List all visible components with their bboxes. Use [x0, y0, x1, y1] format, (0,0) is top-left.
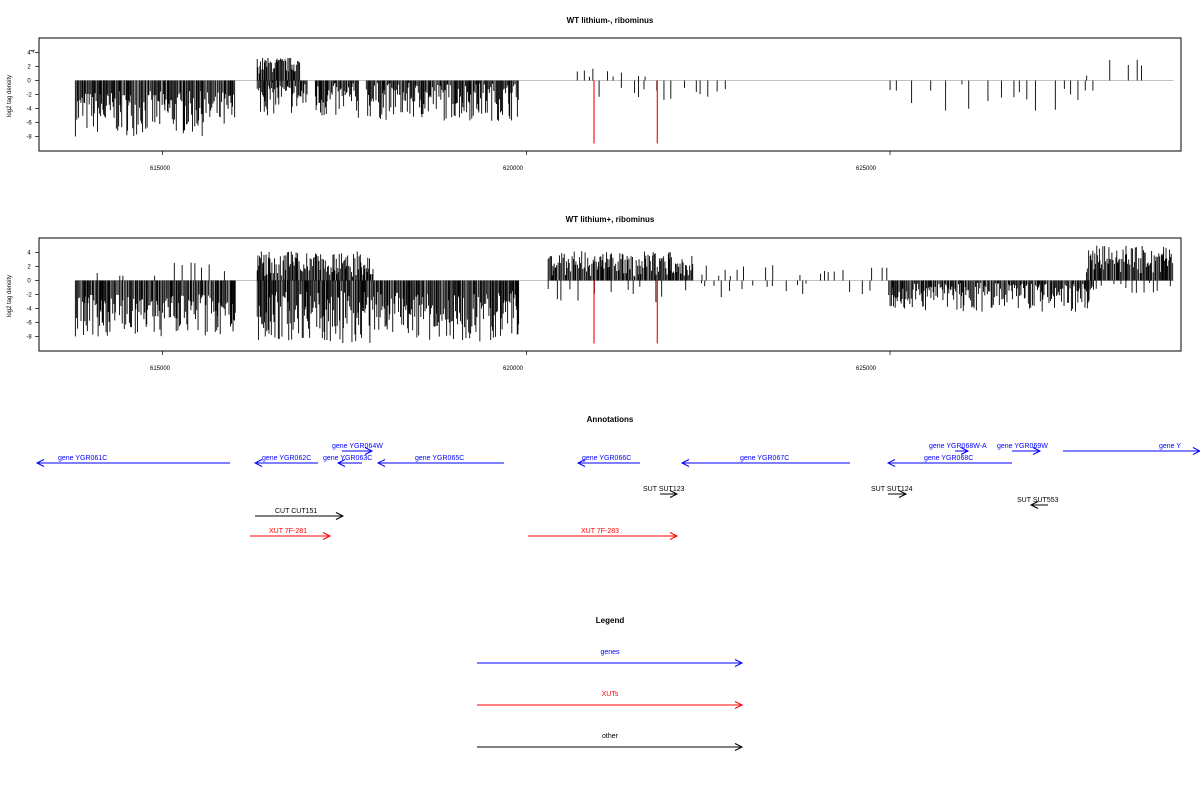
arrowhead-icon [886, 459, 896, 467]
annotation-feature: gene YGR068W-A [929, 443, 987, 455]
arrowhead-icon [376, 459, 386, 467]
annotation-feature: gene YGR062C [253, 455, 318, 467]
annotation-label: SUT SUT553 [1017, 497, 1059, 504]
legend-items: genes XUTs other [477, 649, 744, 751]
arrowhead-icon [35, 459, 45, 467]
y-tick-label: -6 [26, 121, 32, 127]
arrowhead-icon [734, 659, 744, 667]
annotation-feature: gene YGR068C [886, 455, 1012, 467]
annotations-panel: Annotations gene YGR061C gene YGR062C gene… [35, 415, 1200, 540]
y-tick-label: -2 [26, 93, 32, 99]
y-tick-label: -8 [26, 335, 32, 341]
annotation-label: SUT SUT124 [871, 486, 913, 493]
legend: Legend genes XUTs other [477, 616, 744, 751]
annotation-label: gene YGR063C [323, 455, 372, 462]
arrowhead-icon [898, 490, 908, 498]
x-tick-label: 620000 [503, 366, 524, 372]
annotation-label: XUT 7F-281 [269, 528, 307, 535]
legend-item: XUTs [477, 691, 744, 709]
annotation-feature: gene YGR065C [376, 455, 504, 467]
annotation-label: gene YGR062C [262, 455, 311, 462]
arrowhead-icon [1192, 447, 1200, 455]
arrowhead-icon [680, 459, 690, 467]
arrowhead-icon [336, 459, 346, 467]
y-axis-label: log2 tag density [7, 75, 13, 117]
annotation-feature: SUT SUT124 [871, 486, 913, 498]
x-tick-label: 625000 [856, 366, 877, 372]
plot-panel-lithium-minus: WT lithium-, ribominus log2 tag density … [7, 16, 1182, 172]
arrowhead-icon [734, 701, 744, 709]
y-tick-label: -4 [26, 307, 32, 313]
annotation-feature: SUT SUT123 [643, 486, 685, 498]
chart-title: WT lithium-, ribominus [567, 16, 654, 25]
y-tick-label: 4 [27, 251, 31, 257]
annotation-label: gene YGR064W [332, 443, 383, 450]
arrowhead-icon [669, 532, 679, 540]
annotation-feature: XUT 7F-283 [528, 528, 679, 540]
y-tick-label: 0 [27, 279, 31, 285]
arrowhead-icon [322, 532, 332, 540]
annotation-feature: CUT CUT151 [255, 508, 345, 520]
arrowhead-icon [335, 512, 345, 520]
annotations-title: Annotations [587, 415, 634, 424]
legend-label: other [602, 733, 619, 740]
y-tick-label: -8 [26, 135, 32, 141]
annotation-label: gene YGR069W [997, 443, 1048, 450]
y-axis-label: log2 tag density [7, 275, 13, 317]
bars-group: 4 2 0 -2 -4 -6 -8 [26, 245, 1174, 355]
arrowhead-icon [364, 447, 374, 455]
annotation-label: gene Y [1159, 443, 1181, 450]
annotation-label: gene YGR061C [58, 455, 107, 462]
annotation-feature: SUT SUT553 [1017, 497, 1059, 509]
x-tick-label: 620000 [503, 166, 524, 172]
arrowhead-icon [1032, 447, 1042, 455]
legend-label: XUTs [602, 691, 619, 698]
y-tick-label: 4 [27, 51, 31, 57]
legend-title: Legend [596, 616, 625, 625]
legend-item: genes [477, 649, 744, 667]
annotation-items: gene YGR061C gene YGR062C gene YGR063C gene… [35, 443, 1200, 540]
bars-group: 4 2 0 -2 -4 -6 -8 [26, 51, 1174, 155]
annotation-label: CUT CUT151 [275, 508, 317, 515]
y-tick-label: 4 [31, 49, 37, 53]
x-tick-label: 625000 [856, 166, 877, 172]
y-tick-label: 2 [27, 265, 31, 271]
arrowhead-icon [1029, 501, 1039, 509]
y-tick-label: -6 [26, 321, 32, 327]
annotation-label: SUT SUT123 [643, 486, 685, 493]
y-tick-label: 2 [27, 65, 31, 71]
legend-label: genes [600, 649, 620, 656]
y-tick-label: -2 [26, 293, 32, 299]
annotation-feature: gene YGR067C [680, 455, 850, 467]
y-tick-label: -4 [26, 107, 32, 113]
arrowhead-icon [576, 459, 586, 467]
annotation-label: XUT 7F-283 [581, 528, 619, 535]
x-tick-label: 615000 [150, 366, 171, 372]
annotation-feature: XUT 7F-281 [250, 528, 332, 540]
annotation-feature: gene YGR061C [35, 455, 230, 467]
arrowhead-icon [734, 743, 744, 751]
legend-item: other [477, 733, 744, 751]
annotation-feature: gene Y [1063, 443, 1200, 455]
chart-title: WT lithium+, ribominus [566, 215, 655, 224]
arrowhead-icon [669, 490, 679, 498]
annotation-feature: gene YGR063C [323, 455, 372, 467]
annotation-label: gene YGR065C [415, 455, 464, 462]
annotation-feature: gene YGR066C [576, 455, 640, 467]
annotation-label: gene YGR066C [582, 455, 631, 462]
y-tick-label: 0 [27, 79, 31, 85]
annotation-label: gene YGR067C [740, 455, 789, 462]
annotation-feature: gene YGR069W [997, 443, 1048, 455]
annotation-label: gene YGR068W-A [929, 443, 987, 450]
plot-panel-lithium-plus: WT lithium+, ribominus log2 tag density … [7, 215, 1182, 372]
annotation-label: gene YGR068C [924, 455, 973, 462]
arrowhead-icon [253, 459, 263, 467]
x-tick-label: 615000 [150, 166, 171, 172]
annotation-feature: gene YGR064W [332, 443, 383, 455]
arrowhead-icon [960, 447, 970, 455]
